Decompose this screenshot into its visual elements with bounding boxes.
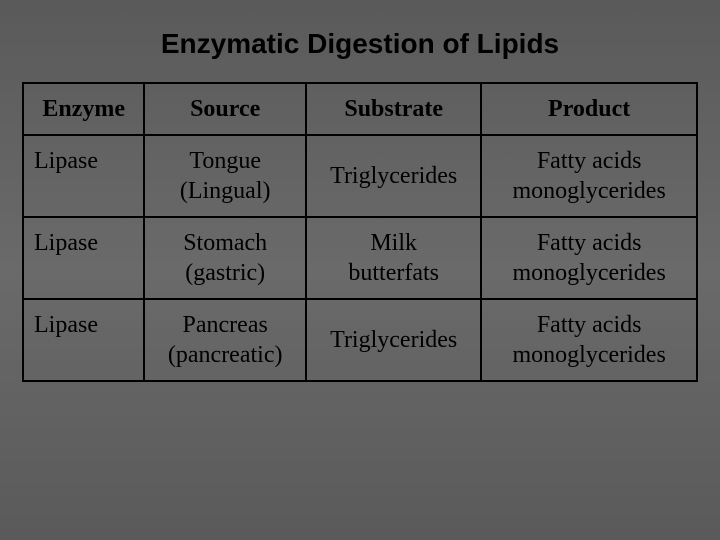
cell-enzyme: Lipase [23, 299, 144, 381]
cell-line: monoglycerides [513, 178, 666, 204]
cell-enzyme: Lipase [23, 217, 144, 299]
cell-line: Fatty acids [537, 230, 642, 256]
cell-source: Tongue (Lingual) [144, 135, 306, 217]
cell-source: Pancreas (pancreatic) [144, 299, 306, 381]
cell-enzyme: Lipase [23, 135, 144, 217]
lipid-digestion-table: Enzyme Source Substrate Product Lipase T… [22, 82, 698, 382]
cell-line: monoglycerides [513, 260, 666, 286]
col-header-product: Product [481, 83, 697, 135]
cell-substrate: Triglycerides [306, 135, 481, 217]
table-row: Lipase Stomach (gastric) Milk butterfats… [23, 217, 697, 299]
cell-product: Fatty acids monoglycerides [481, 135, 697, 217]
table-container: Enzyme Source Substrate Product Lipase T… [0, 82, 720, 382]
cell-product: Fatty acids monoglycerides [481, 217, 697, 299]
page-title: Enzymatic Digestion of Lipids [0, 0, 720, 82]
table-header-row: Enzyme Source Substrate Product [23, 83, 697, 135]
cell-line: butterfats [348, 260, 439, 286]
cell-line: Pancreas [183, 312, 268, 338]
cell-substrate: Triglycerides [306, 299, 481, 381]
col-header-enzyme: Enzyme [23, 83, 144, 135]
cell-product: Fatty acids monoglycerides [481, 299, 697, 381]
cell-line: monoglycerides [513, 342, 666, 368]
cell-line: Tongue [189, 148, 261, 174]
cell-line: Fatty acids [537, 148, 642, 174]
cell-line: Triglycerides [330, 327, 457, 353]
cell-line: Fatty acids [537, 312, 642, 338]
cell-line: (gastric) [185, 260, 265, 286]
cell-line: (Lingual) [180, 178, 271, 204]
cell-line: Triglycerides [330, 163, 457, 189]
col-header-source: Source [144, 83, 306, 135]
cell-line: (pancreatic) [168, 342, 283, 368]
cell-line: Stomach [183, 230, 267, 256]
cell-substrate: Milk butterfats [306, 217, 481, 299]
col-header-substrate: Substrate [306, 83, 481, 135]
table-row: Lipase Tongue (Lingual) Triglycerides Fa… [23, 135, 697, 217]
cell-line: Milk [370, 230, 417, 256]
table-row: Lipase Pancreas (pancreatic) Triglycerid… [23, 299, 697, 381]
cell-source: Stomach (gastric) [144, 217, 306, 299]
